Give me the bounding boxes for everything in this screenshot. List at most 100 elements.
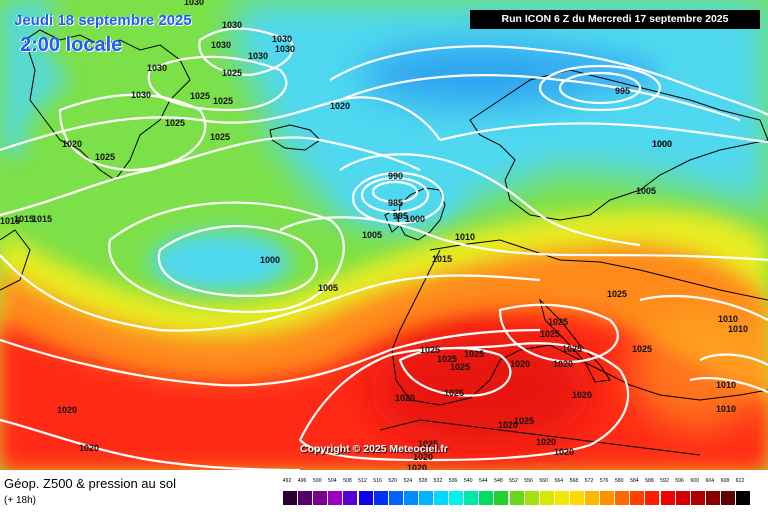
- pressure-label: 1030: [211, 40, 231, 50]
- pressure-label: 1020: [536, 437, 556, 447]
- legend-color-swatch: [283, 491, 299, 505]
- legend-color-swatch: [615, 491, 631, 505]
- isobar-1000-low: [351, 171, 445, 225]
- legend-color-swatch: [539, 491, 555, 505]
- pressure-label: 1025: [418, 439, 438, 449]
- legend-color-swatch: [434, 491, 450, 505]
- pressure-label: 1020: [510, 359, 530, 369]
- legend-value-label: 600: [690, 478, 700, 484]
- legend-color-swatch: [449, 491, 465, 505]
- legend-color-swatch: [494, 491, 510, 505]
- north-africa-coast: [379, 419, 701, 456]
- legend-value-label: 512: [358, 478, 367, 484]
- pressure-label: 1025: [420, 345, 440, 355]
- legend-color-swatch: [690, 491, 706, 505]
- british-isles-coast: [397, 187, 446, 241]
- legend-color-swatch: [600, 491, 616, 505]
- pressure-label: 1025: [213, 96, 233, 106]
- pressure-label: 1000: [260, 255, 280, 265]
- pressure-label: 1025: [210, 132, 230, 142]
- legend-value-label: 500: [312, 478, 322, 484]
- iceland-coast: [269, 124, 321, 151]
- pressure-label: 985: [388, 198, 403, 208]
- pressure-label: 1030: [147, 63, 167, 73]
- pressure-label: 1010: [718, 314, 738, 324]
- forecast-date: Jeudi 18 septembre 2025: [14, 12, 192, 29]
- europe-coast: [391, 239, 768, 406]
- map-title: Géop. Z500 & pression au sol: [4, 476, 176, 491]
- pressure-labels: 1030 1030 1030 1030 1030 1030 1030 1030 …: [0, 0, 748, 470]
- pressure-label: 1025: [464, 349, 484, 359]
- legend-color-swatch: [509, 491, 525, 505]
- forecast-lead-time: (+ 18h): [4, 495, 36, 506]
- legend-value-label: 604: [705, 478, 715, 484]
- pressure-label: 1010: [716, 380, 736, 390]
- legend-color-swatch: [298, 491, 314, 505]
- legend-value-label: 584: [629, 478, 639, 484]
- legend-value-label: 532: [433, 478, 443, 484]
- legend-value-label: 592: [660, 478, 669, 484]
- legend-value-label: 588: [645, 478, 654, 484]
- pressure-label: 1015: [432, 254, 452, 264]
- pressure-label: 1025: [222, 68, 242, 78]
- pressure-label: 1020: [407, 463, 427, 470]
- field-cyan-west: [0, 0, 70, 160]
- isobar-1000-atlantic: [157, 224, 318, 297]
- legend-color-swatch: [343, 491, 359, 505]
- field-red-core: [370, 330, 590, 450]
- legend-color-swatch: [328, 491, 344, 505]
- pressure-label: 1010: [716, 404, 736, 414]
- isobars: [0, 27, 768, 470]
- isobar-1025-iberia: [398, 346, 512, 397]
- legend-value-label: 556: [524, 478, 533, 484]
- pressure-label: 1025: [450, 362, 470, 372]
- isobar-1005-scandi: [439, 122, 768, 144]
- legend-color-swatch: [479, 491, 495, 505]
- weather-map: 1030 1030 1030 1030 1030 1030 1030 1030 …: [0, 0, 768, 470]
- pressure-label: 1000: [652, 139, 672, 149]
- isobar-1015-mid: [0, 136, 421, 217]
- map-canvas: 1030 1030 1030 1030 1030 1030 1030 1030 …: [0, 0, 768, 470]
- legend-color-swatch: [569, 491, 585, 505]
- legend-color-swatch: [645, 491, 661, 505]
- pressure-label: 1005: [362, 230, 382, 240]
- pressure-label: 1020: [79, 443, 99, 453]
- pressure-label: 1005: [636, 186, 656, 196]
- legend-value-label: 536: [448, 478, 458, 484]
- legend-color-swatch: [403, 491, 419, 505]
- field-yellow-east: [630, 310, 768, 430]
- pressure-label: 1025: [444, 388, 464, 398]
- legend-color-swatch: [464, 491, 480, 505]
- pressure-label: 1025: [190, 91, 210, 101]
- legend-value-label: 508: [343, 478, 352, 484]
- legend-color-swatch: [373, 491, 389, 505]
- pressure-label: 1030: [272, 34, 292, 44]
- pressure-label: 1025: [95, 152, 115, 162]
- pressure-label: 1020: [413, 452, 433, 462]
- pressure-label: 1020: [62, 139, 82, 149]
- newfoundland-coast: [0, 229, 31, 291]
- isobar-1015-south: [0, 254, 541, 332]
- legend-value-label: 580: [614, 478, 624, 484]
- pressure-label: 995: [615, 86, 630, 96]
- isobar-1020-iberia: [298, 342, 630, 462]
- legend-color-swatch: [630, 491, 646, 505]
- pressure-label: 1030: [275, 44, 295, 54]
- legend-value-label: 552: [509, 478, 518, 484]
- isobar-1015-east: [639, 294, 768, 321]
- isobar-1000-scandi: [538, 64, 662, 112]
- legend-value-label: 524: [403, 478, 413, 484]
- pressure-label: 1020: [330, 101, 350, 111]
- pressure-label: 1020: [553, 359, 573, 369]
- legend-color-swatch: [358, 491, 374, 505]
- copyright-notice: Copyright © 2025 Meteociel.fr: [300, 443, 448, 455]
- isobar-1025-alps: [498, 303, 619, 364]
- isobar-1030-greenland: [198, 27, 294, 77]
- model-run-banner: Run ICON 6 Z du Mercredi 17 septembre 20…: [470, 10, 760, 29]
- legend-color-swatch: [705, 491, 721, 505]
- pressure-label: 1025: [548, 317, 568, 327]
- forecast-local-time: 2:00 locale: [20, 34, 123, 56]
- legend-value-label: 540: [463, 478, 473, 484]
- legend-value-label: 576: [599, 478, 609, 484]
- legend-value-label: 568: [569, 478, 579, 484]
